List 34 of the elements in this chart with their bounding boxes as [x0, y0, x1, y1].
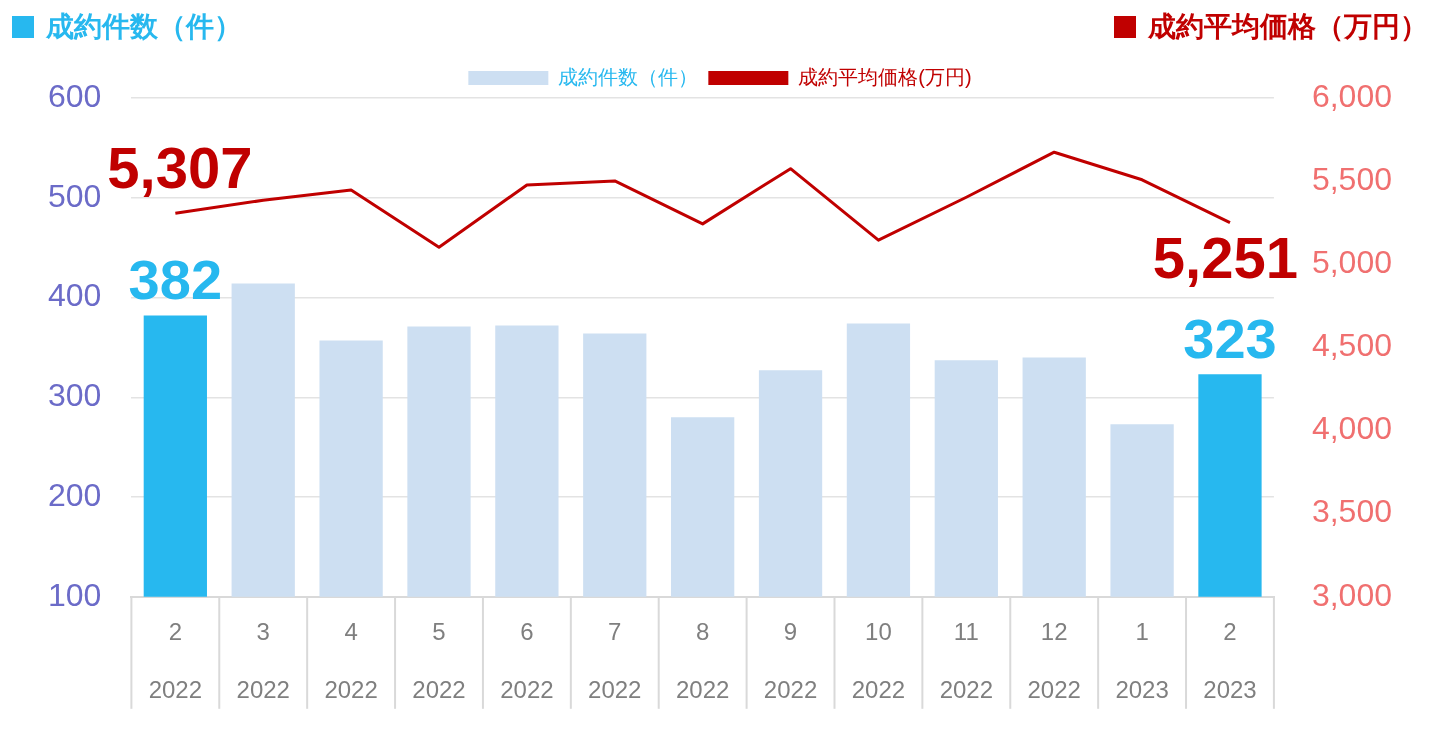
category-label: 6 2022 [500, 618, 554, 703]
y-tick-label: 400 [48, 277, 102, 314]
y2-tick-label: 6,000 [1311, 77, 1392, 114]
legend-label: 成約件数（件） [558, 65, 699, 88]
y2-tick-label: 3,000 [1311, 576, 1392, 613]
data-label: 5,307 [107, 135, 253, 201]
y-tick-label: 600 [48, 77, 102, 114]
legend-label: 成約平均価格(万円) [798, 65, 972, 88]
category-label: 8 2022 [675, 618, 730, 703]
y2-tick-label: 5,000 [1311, 244, 1392, 281]
y-tick-label: 500 [48, 177, 102, 214]
category-label: 5 2022 [412, 618, 466, 703]
category-label: 10 2022 [851, 618, 906, 703]
category-label: 3 2022 [236, 618, 290, 703]
y2-tick-label: 4,000 [1311, 410, 1392, 447]
category-label: 1 2023 [1115, 618, 1169, 703]
category-label: 9 2022 [763, 618, 818, 703]
y2-axis-title: 成約平均価格（万円） [1148, 10, 1428, 44]
y2-tick-label: 5,500 [1311, 160, 1392, 197]
category-label: 11 2022 [939, 618, 994, 703]
category-label: 4 2022 [324, 618, 378, 703]
category-label: 2 2023 [1203, 618, 1257, 703]
data-label: 382 [128, 247, 223, 311]
data-label: 5,251 [1152, 224, 1298, 290]
y-tick-label: 300 [48, 377, 102, 414]
y2-tick-label: 3,500 [1311, 493, 1392, 530]
y-axis-title: 成約件数（件） [46, 10, 242, 44]
data-label: 323 [1183, 306, 1277, 370]
y2-tick-label: 4,500 [1311, 327, 1392, 364]
y-tick-label: 100 [48, 576, 102, 613]
category-label: 2 2022 [148, 618, 203, 703]
y-tick-label: 200 [48, 476, 102, 513]
category-label: 7 2022 [588, 618, 642, 703]
category-label: 12 2022 [1027, 618, 1081, 703]
